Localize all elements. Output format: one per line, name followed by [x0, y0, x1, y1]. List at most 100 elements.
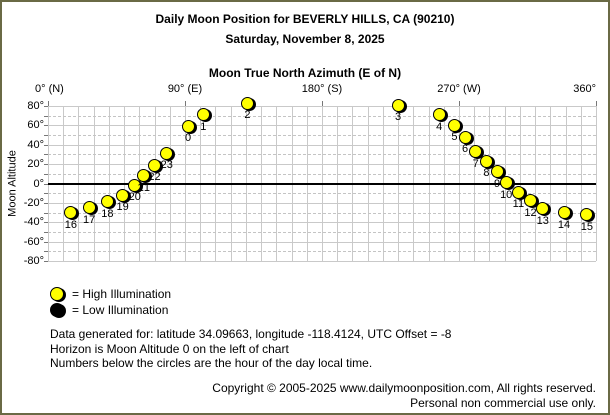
moon-point	[490, 165, 504, 179]
y-tick-label: 20°	[27, 158, 44, 171]
horizon-line	[48, 182, 596, 185]
plot-area: 16 17 18 19 20 21 22 23 0 1 2 3 4 5 6 7 8 9 10 11 12 13 14 15	[44, 96, 597, 262]
moon-point-hour-label: 11	[512, 198, 525, 211]
x-axis-tick	[596, 101, 597, 106]
moon-point-hour-label: 12	[524, 206, 537, 219]
y-tick-label: 40°	[27, 138, 44, 151]
x-axis-tick	[185, 101, 186, 106]
moon-point	[100, 195, 114, 209]
moon-point	[137, 169, 151, 183]
moon-point-hour-label: 21	[137, 181, 151, 194]
copyright-line: Copyright © 2005-2025 www.dailymoonposit…	[212, 381, 596, 395]
moon-point	[479, 154, 493, 168]
horizontal-gridline	[48, 173, 596, 175]
moon-point-hour-label: 3	[395, 111, 402, 124]
horizontal-gridline	[48, 202, 596, 204]
horizontal-gridline	[48, 212, 596, 214]
moon-point	[499, 176, 513, 190]
moon-point-hour-label: 2	[244, 109, 251, 122]
moon-point	[580, 208, 594, 221]
horizontal-gridline	[48, 135, 596, 137]
moon-point	[511, 185, 525, 199]
y-axis-tick	[44, 115, 48, 117]
moon-point	[524, 194, 538, 208]
x-axis-tick	[322, 101, 323, 106]
moon-point	[116, 188, 130, 202]
moon-point	[391, 98, 405, 112]
horizontal-gridline	[48, 164, 596, 166]
x-tick-label: 270° (W)	[437, 83, 481, 95]
vertical-gridline	[596, 106, 597, 261]
horizontal-gridline	[48, 106, 596, 107]
moon-point-hour-label: 19	[116, 201, 129, 214]
x-tick-label: 180° (S)	[301, 83, 343, 95]
moon-point-hour-label: 17	[82, 213, 96, 226]
moon-point-hour-label: 14	[557, 218, 571, 231]
y-axis-labels: 80° 60° 40° 20° 0° -20° -40° -60° -80°	[2, 100, 44, 267]
moon-point-hour-label: 7	[472, 157, 479, 170]
moon-point	[557, 206, 571, 220]
moon-point-hour-label: 9	[493, 177, 501, 190]
horizontal-gridline	[48, 222, 596, 224]
moon-point-hour-label: 10	[500, 188, 513, 201]
y-axis-tick	[44, 135, 48, 137]
moon-point-hour-label: 23	[160, 159, 173, 172]
legend-low-row: = Low Illumination	[50, 302, 168, 318]
y-axis-tick	[44, 154, 48, 156]
x-tick-label: 360°	[573, 83, 596, 95]
moon-point-hour-label: 16	[64, 218, 77, 231]
moon-point-hour-label: 5	[451, 131, 458, 144]
note-hours: Numbers below the circles are the hour o…	[50, 356, 373, 370]
moon-point-hour-label: 6	[462, 143, 469, 155]
moon-point-hour-label: 15	[580, 220, 593, 233]
y-tick-label: -20°	[23, 196, 44, 209]
x-axis-tick	[459, 101, 460, 106]
y-axis-tick	[44, 241, 48, 243]
moon-point-hour-label: 22	[148, 171, 161, 184]
moon-point	[536, 202, 550, 216]
page-date: Saturday, November 8, 2025	[225, 32, 385, 46]
x-axis-tick	[48, 101, 49, 106]
moon-point	[82, 201, 96, 215]
moon-point	[148, 158, 162, 172]
moon-point	[469, 145, 483, 159]
moon-point-hour-label: 8	[483, 167, 490, 180]
y-tick-label: -60°	[23, 235, 44, 248]
y-axis-tick	[44, 261, 48, 262]
y-axis-tick	[44, 144, 48, 146]
y-axis-tick	[44, 202, 48, 204]
y-axis-tick	[44, 106, 48, 107]
horizontal-gridline	[48, 261, 596, 262]
horizontal-gridline	[48, 115, 596, 117]
y-axis-tick	[44, 251, 48, 253]
y-axis-tick	[44, 173, 48, 175]
page-title: Daily Moon Position for BEVERLY HILLS, C…	[155, 12, 455, 26]
horizontal-gridline	[48, 144, 596, 146]
legend-high-row: = High Illumination	[50, 286, 171, 302]
moon-point-hour-label: 20	[128, 191, 141, 204]
y-tick-label: 0°	[33, 177, 44, 190]
moon-point	[160, 146, 174, 160]
x-tick-label: 0° (N)	[35, 83, 64, 95]
y-tick-label: 80°	[27, 100, 44, 112]
y-axis-tick	[44, 125, 48, 127]
y-axis-tick	[44, 183, 48, 185]
high-illumination-icon	[50, 287, 64, 301]
low-illumination-icon	[50, 303, 64, 317]
notes: Data generated for: latitude 34.09663, l…	[50, 327, 451, 371]
horizontal-gridline	[48, 125, 596, 127]
y-tick-label: -80°	[23, 255, 44, 267]
legend-high-label: = High Illumination	[72, 287, 172, 301]
x-axis-labels: 0° (N) 90° (E) 180° (S) 270° (W) 360°	[35, 83, 596, 97]
moon-point-hour-label: 1	[200, 120, 207, 133]
y-axis-tick	[44, 164, 48, 166]
x-tick-label: 90° (E)	[167, 83, 203, 95]
chart-title: Moon True North Azimuth (E of N)	[208, 66, 402, 80]
horizontal-gridline	[48, 251, 596, 253]
horizontal-gridline	[48, 193, 596, 195]
moon-point	[64, 206, 78, 220]
moon-point-hour-label: 4	[436, 120, 443, 133]
y-tick-label: 60°	[27, 119, 44, 132]
y-tick-label: -40°	[23, 216, 44, 229]
moon-point	[196, 108, 210, 122]
